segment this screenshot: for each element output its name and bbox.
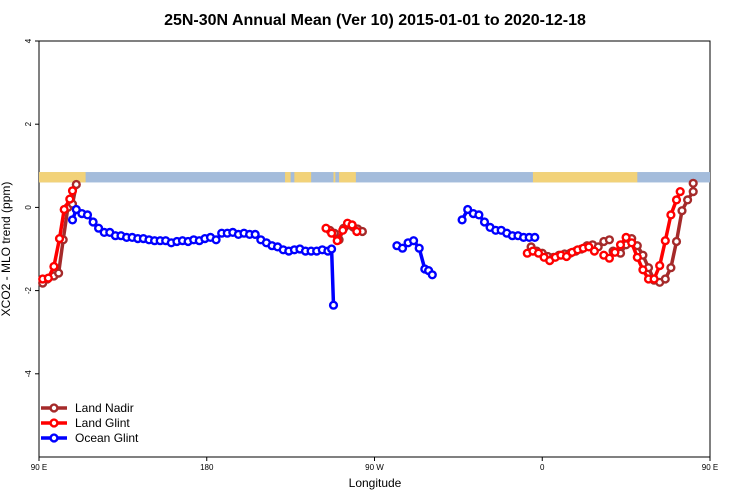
ocean-glint-point xyxy=(427,270,437,280)
land-nadir-point xyxy=(53,268,64,278)
legend-label: Ocean Glint xyxy=(75,431,139,445)
y-tick-label: 4 xyxy=(24,38,33,43)
land-glint-point xyxy=(65,194,75,204)
legend-item-land-glint: Land Glint xyxy=(41,416,130,430)
land-nadir-point xyxy=(677,206,687,216)
ocean-glint-point xyxy=(250,229,260,240)
axis-ticks: 90 E 180 90 W 0 90 E 4 2 0 -2 -4 xyxy=(24,38,718,472)
x-tick-label: 0 xyxy=(540,463,545,472)
land-glint-point xyxy=(610,247,620,257)
ocean-glint-point xyxy=(409,236,419,246)
land-band-segment xyxy=(333,172,336,183)
ocean-glint-point xyxy=(88,217,98,227)
ocean-band xyxy=(39,172,710,183)
x-tick-label: 90 E xyxy=(702,463,718,472)
ocean-glint-point xyxy=(530,232,540,243)
chart-title: 25N-30N Annual Mean (Ver 10) 2015-01-01 … xyxy=(164,12,586,29)
land-glint-point xyxy=(338,225,348,235)
land-glint-point xyxy=(589,246,600,256)
ocean-glint-line xyxy=(70,207,336,306)
legend-marker xyxy=(49,433,59,443)
ocean-glint-point xyxy=(397,243,408,253)
series-layer xyxy=(38,178,698,310)
land-glint-point xyxy=(67,186,78,196)
x-axis-label: Longitude xyxy=(349,476,402,490)
ocean-glint-point xyxy=(457,215,467,225)
land-glint-point xyxy=(43,273,53,283)
land-band-segment xyxy=(294,172,312,183)
x-tick-label: 180 xyxy=(200,463,214,472)
y-axis-label: XCO2 - MLO trend (ppm) xyxy=(0,182,13,317)
y-tick-label: -4 xyxy=(24,370,33,378)
land-nadir-point xyxy=(604,235,615,245)
y-tick-label: -2 xyxy=(24,286,33,294)
land-glint-point xyxy=(347,220,357,230)
series-land-nadir xyxy=(38,178,698,288)
series-ocean-glint xyxy=(67,204,540,310)
land-glint-point xyxy=(666,210,676,220)
land-band-segment xyxy=(285,172,291,183)
ocean-glint-point xyxy=(327,244,337,254)
land-nadir-point xyxy=(682,195,693,205)
land-glint-point xyxy=(352,226,362,237)
legend-marker xyxy=(49,403,59,413)
land-glint-point xyxy=(632,252,642,262)
land-glint-point xyxy=(584,242,594,252)
land-glint-point xyxy=(655,261,665,271)
legend-label: Land Glint xyxy=(75,416,130,430)
land-glint-point xyxy=(671,195,682,205)
land-band-segment xyxy=(532,172,638,183)
ocean-glint-point xyxy=(414,243,424,253)
land-glint-point xyxy=(59,204,69,215)
land-nadir-point xyxy=(688,178,698,188)
y-tick-label: 0 xyxy=(24,205,33,210)
ocean-glint-point xyxy=(67,215,78,225)
land-glint-point xyxy=(604,253,615,263)
land-nadir-point xyxy=(660,274,670,284)
plot-area: 90 E 180 90 W 0 90 E 4 2 0 -2 -4 xyxy=(24,38,718,472)
land-band-segment xyxy=(39,172,86,183)
land-glint-point xyxy=(638,265,648,275)
legend-marker xyxy=(49,418,59,428)
x-tick-label: 90 E xyxy=(31,463,47,472)
land-ocean-band xyxy=(39,172,710,183)
land-glint-point xyxy=(54,234,65,244)
land-glint-point xyxy=(332,236,342,246)
series-land-glint xyxy=(38,186,685,284)
land-glint-point xyxy=(327,228,337,238)
land-glint-point xyxy=(660,236,670,246)
ocean-glint-point xyxy=(479,217,490,227)
ocean-glint-point xyxy=(474,210,484,220)
land-nadir-line xyxy=(612,183,695,285)
land-band-segment xyxy=(339,172,356,183)
land-glint-point xyxy=(321,223,331,233)
ocean-glint-point xyxy=(211,235,221,245)
land-glint-point xyxy=(621,232,631,243)
ocean-glint-point xyxy=(328,300,339,310)
ocean-glint-point xyxy=(82,210,93,220)
land-nadir-point xyxy=(671,236,682,247)
legend-item-ocean-glint: Ocean Glint xyxy=(41,431,139,445)
ocean-glint-point xyxy=(93,223,104,233)
land-glint-point xyxy=(675,187,685,197)
land-glint-point xyxy=(649,274,659,284)
land-nadir-point xyxy=(666,263,676,273)
land-glint-point xyxy=(561,251,572,262)
legend-item-land-nadir: Land Nadir xyxy=(41,401,134,415)
land-nadir-point xyxy=(71,179,81,190)
legend-label: Land Nadir xyxy=(75,401,134,415)
land-glint-point xyxy=(615,240,626,250)
land-glint-point xyxy=(49,261,59,272)
land-nadir-point xyxy=(688,187,698,197)
y-tick-label: 2 xyxy=(24,121,33,126)
land-glint-point xyxy=(627,238,637,248)
x-tick-label: 90 W xyxy=(365,463,384,472)
